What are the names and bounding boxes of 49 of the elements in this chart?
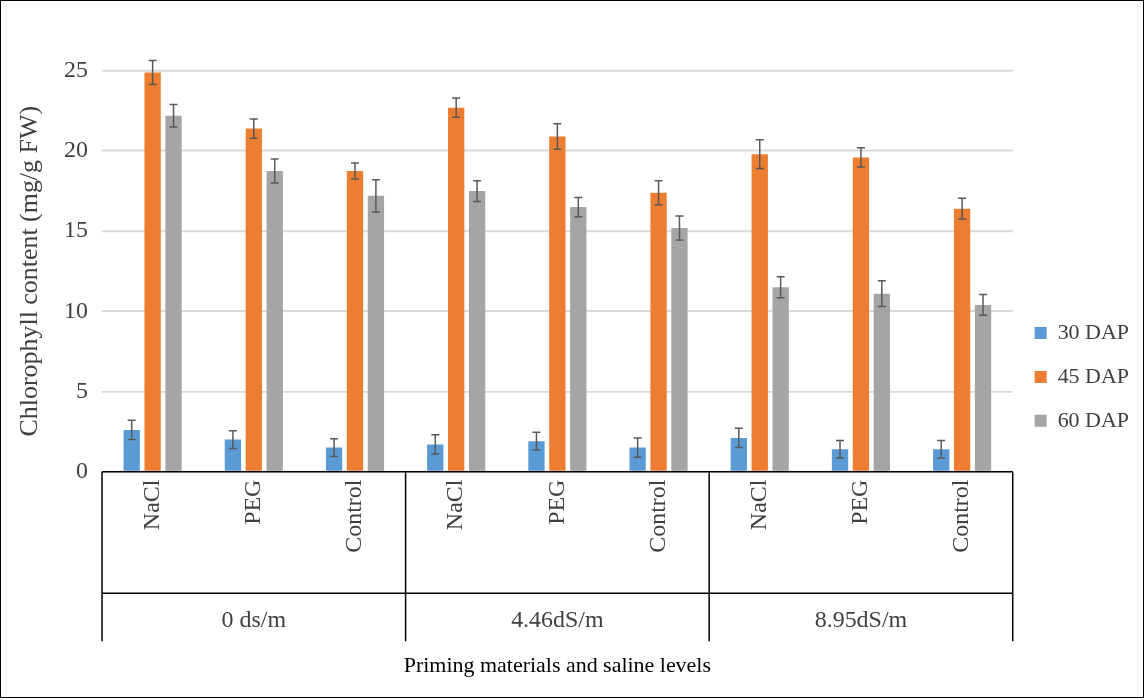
legend-label: 60 DAP	[1057, 406, 1129, 432]
x-tick-label: PEG	[239, 479, 266, 525]
x-tick-label: PEG	[542, 479, 569, 525]
x-tick-label: Control	[947, 479, 974, 553]
x-axis-title: Priming materials and saline levels	[403, 651, 711, 677]
y-tick-label: 25	[64, 56, 89, 83]
x-tick-label: PEG	[846, 479, 873, 525]
y-tick-label: 20	[64, 136, 89, 163]
bar	[427, 444, 444, 471]
bar	[346, 171, 364, 471]
bar	[123, 429, 140, 471]
y-tick-label: 5	[76, 376, 89, 403]
bar	[629, 447, 646, 471]
text: 8.95dS/m	[814, 606, 908, 633]
bar	[933, 449, 950, 471]
bar	[852, 157, 870, 471]
bar	[266, 171, 283, 471]
bar	[165, 115, 182, 471]
x-tick-label: Control	[340, 479, 367, 553]
text: 4.46dS/m	[511, 606, 604, 633]
x-tick-label: Control	[643, 479, 670, 553]
bar	[751, 154, 768, 471]
bar	[650, 192, 667, 471]
bar	[325, 447, 343, 471]
legend-label: 45 DAP	[1057, 362, 1129, 388]
legend-label: 30 DAP	[1057, 318, 1129, 344]
y-axis-title: Chlorophyll content (mg/g FW)	[14, 105, 44, 437]
bar	[974, 304, 992, 471]
bar	[144, 72, 161, 471]
x-tick-label: NaCl	[137, 479, 164, 531]
x-tick-label: NaCl	[441, 479, 468, 531]
bar	[772, 287, 789, 471]
bar	[730, 437, 747, 471]
bar	[671, 227, 688, 471]
bar	[224, 439, 242, 471]
bar	[570, 207, 587, 471]
x-tick-label: NaCl	[745, 479, 772, 531]
text: 0 ds/m	[221, 606, 287, 633]
bar	[528, 441, 545, 471]
y-tick-label: 0	[76, 456, 89, 483]
bar	[367, 195, 385, 471]
bar	[448, 107, 465, 471]
bar	[245, 128, 262, 471]
bar	[873, 293, 890, 471]
bar	[549, 136, 566, 471]
y-tick-label: 15	[64, 216, 89, 243]
y-tick-label: 10	[64, 296, 89, 323]
bar	[468, 191, 486, 471]
bar	[953, 208, 971, 471]
